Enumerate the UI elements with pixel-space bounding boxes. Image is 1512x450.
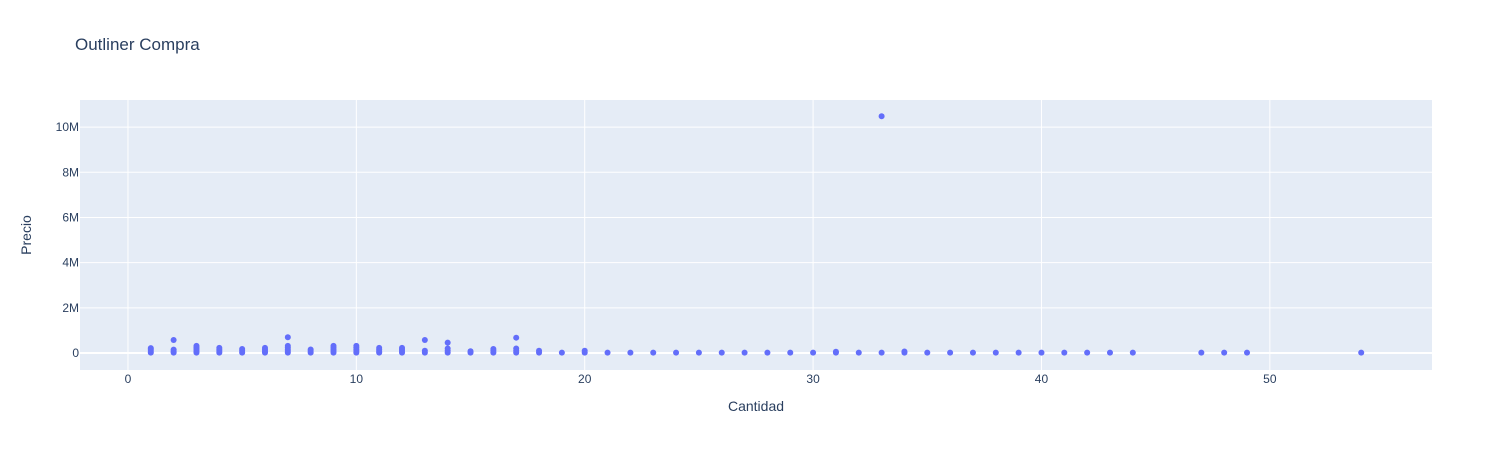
data-point[interactable] xyxy=(1038,349,1045,356)
data-point[interactable] xyxy=(490,345,497,352)
data-point[interactable] xyxy=(1106,349,1113,356)
data-point[interactable] xyxy=(170,336,177,343)
data-point[interactable] xyxy=(421,347,428,354)
data-point[interactable] xyxy=(878,349,885,356)
data-point[interactable] xyxy=(832,348,839,355)
data-point[interactable] xyxy=(1061,349,1068,356)
data-point[interactable] xyxy=(878,113,885,120)
y-tick-label: 8M xyxy=(62,165,79,179)
data-point[interactable] xyxy=(1221,349,1228,356)
data-point[interactable] xyxy=(1015,349,1022,356)
x-tick-label: 40 xyxy=(1035,372,1049,386)
data-point[interactable] xyxy=(787,349,794,356)
data-point[interactable] xyxy=(947,349,954,356)
data-point[interactable] xyxy=(536,347,543,354)
chart-title: Outliner Compra xyxy=(75,35,200,54)
data-point[interactable] xyxy=(810,349,817,356)
data-point[interactable] xyxy=(992,349,999,356)
data-point[interactable] xyxy=(147,345,154,352)
data-point[interactable] xyxy=(513,334,520,341)
data-point[interactable] xyxy=(330,342,337,349)
y-tick-label: 4M xyxy=(62,256,79,270)
x-tick-label: 20 xyxy=(578,372,592,386)
data-point[interactable] xyxy=(855,349,862,356)
y-tick-label: 2M xyxy=(62,301,79,315)
x-axis-title: Cantidad xyxy=(728,398,784,414)
y-axis-title: Precio xyxy=(18,215,34,255)
plot-area xyxy=(80,100,1432,370)
y-gridlines xyxy=(80,126,1432,355)
data-point[interactable] xyxy=(924,349,931,356)
data-point[interactable] xyxy=(1084,349,1091,356)
data-point[interactable] xyxy=(695,349,702,356)
data-point[interactable] xyxy=(444,345,451,352)
data-point[interactable] xyxy=(261,344,268,351)
data-point[interactable] xyxy=(558,349,565,356)
x-tick-label: 50 xyxy=(1263,372,1277,386)
data-point[interactable] xyxy=(284,334,291,341)
data-point[interactable] xyxy=(1198,349,1205,356)
data-points xyxy=(147,113,1365,356)
data-point[interactable] xyxy=(376,344,383,351)
data-point[interactable] xyxy=(650,349,657,356)
y-tick-label: 6M xyxy=(62,210,79,224)
data-point[interactable] xyxy=(969,349,976,356)
data-point[interactable] xyxy=(1129,349,1136,356)
data-point[interactable] xyxy=(170,346,177,353)
data-point[interactable] xyxy=(193,342,200,349)
x-tick-label: 30 xyxy=(806,372,820,386)
data-point[interactable] xyxy=(399,344,406,351)
data-point[interactable] xyxy=(421,336,428,343)
x-tick-label: 10 xyxy=(350,372,364,386)
data-point[interactable] xyxy=(513,345,520,352)
data-point[interactable] xyxy=(627,349,634,356)
data-point[interactable] xyxy=(353,342,360,349)
data-point[interactable] xyxy=(581,347,588,354)
data-point[interactable] xyxy=(604,349,611,356)
data-point[interactable] xyxy=(1358,349,1365,356)
data-point[interactable] xyxy=(239,345,246,352)
y-tick-labels: 0 2M 4M 6M 8M 10M xyxy=(56,120,80,360)
x-tick-labels: 0 10 20 30 40 50 xyxy=(125,372,1277,386)
data-point[interactable] xyxy=(1244,349,1251,356)
data-point[interactable] xyxy=(741,349,748,356)
data-point[interactable] xyxy=(284,342,291,349)
y-tick-label: 0 xyxy=(72,346,79,360)
data-point[interactable] xyxy=(718,349,725,356)
x-tick-label: 0 xyxy=(125,372,132,386)
data-point[interactable] xyxy=(764,349,771,356)
data-point[interactable] xyxy=(216,344,223,351)
data-point[interactable] xyxy=(673,349,680,356)
data-point[interactable] xyxy=(467,348,474,355)
data-point[interactable] xyxy=(307,346,314,353)
data-point[interactable] xyxy=(901,348,908,355)
x-gridlines xyxy=(127,100,1271,370)
y-tick-label: 10M xyxy=(56,120,79,134)
data-point[interactable] xyxy=(444,339,451,346)
